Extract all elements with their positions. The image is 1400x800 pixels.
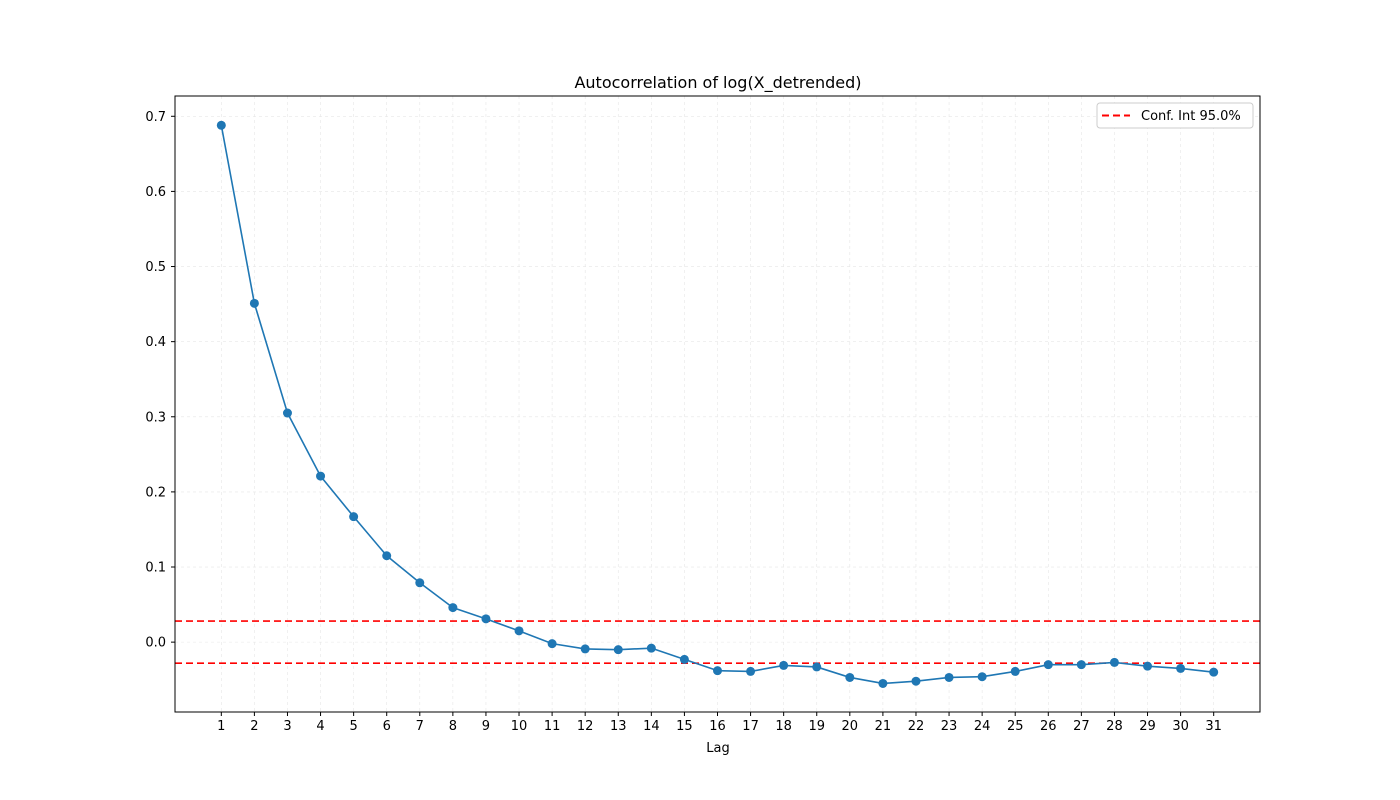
acf-point-lag-7 — [415, 578, 425, 588]
x-tick-label-24: 24 — [974, 719, 991, 734]
x-tick-label-25: 25 — [1007, 719, 1024, 734]
x-tick-label-1: 1 — [217, 719, 225, 734]
x-tick-label-16: 16 — [709, 719, 726, 734]
legend: Conf. Int 95.0% — [1096, 102, 1254, 129]
x-tick-label-4: 4 — [316, 719, 324, 734]
acf-point-lag-16 — [713, 666, 722, 676]
x-tick-label-19: 19 — [808, 719, 825, 734]
legend-box — [1096, 102, 1254, 129]
acf-point-lag-8 — [448, 603, 458, 613]
acf-point-lag-20 — [845, 672, 855, 682]
acf-point-lag-17 — [746, 666, 756, 676]
y-tick-label-6: 0.6 — [145, 185, 166, 200]
x-tick-label-10: 10 — [511, 719, 528, 734]
x-tick-label-9: 9 — [482, 719, 490, 734]
y-tick-label-0: 0.0 — [145, 636, 166, 651]
y-tick-label-3: 0.3 — [145, 410, 166, 425]
acf-point-lag-6 — [382, 551, 392, 561]
acf-point-lag-3 — [282, 408, 292, 418]
x-tick-label-13: 13 — [610, 719, 627, 734]
acf-series — [216, 120, 1219, 688]
chart-title: Autocorrelation of log(X_detrended) — [574, 73, 861, 93]
acf-point-lag-4 — [316, 471, 326, 481]
legend-label-conf-int: Conf. Int 95.0% — [1141, 109, 1241, 124]
x-axis-label: Lag — [706, 741, 729, 756]
acf-point-lag-5 — [349, 512, 359, 522]
acf-point-lag-30 — [1176, 663, 1186, 673]
x-tick-label-20: 20 — [842, 719, 859, 734]
x-tick-label-15: 15 — [676, 719, 693, 734]
x-tick-label-3: 3 — [283, 719, 291, 734]
acf-point-lag-23 — [944, 672, 954, 682]
acf-point-lag-18 — [779, 660, 789, 670]
x-tick-label-22: 22 — [908, 719, 925, 734]
acf-point-lag-13 — [613, 645, 623, 655]
x-axis-ticks: 1 2 3 4 5 6 7 8 9 10 11 12 13 14 15 16 17 18 19 20 21 22 23 24 2… — [217, 712, 1222, 734]
y-tick-label-5: 0.5 — [145, 260, 166, 275]
y-tick-label-7: 0.7 — [145, 110, 166, 125]
x-tick-label-5: 5 — [349, 719, 357, 734]
x-tick-label-7: 7 — [416, 719, 424, 734]
acf-point-lag-25 — [1010, 666, 1020, 676]
y-axis-ticks: 0.0 0.1 0.2 0.3 0.4 0.5 0.6 0.7 — [145, 110, 175, 651]
x-tick-label-30: 30 — [1172, 719, 1189, 734]
acf-point-lag-31 — [1209, 667, 1219, 677]
acf-point-lag-29 — [1143, 661, 1153, 671]
acf-point-lag-11 — [547, 639, 557, 649]
acf-point-lag-28 — [1109, 657, 1119, 667]
x-tick-label-21: 21 — [875, 719, 892, 734]
x-tick-label-12: 12 — [577, 719, 594, 734]
acf-point-lag-21 — [878, 678, 888, 688]
x-tick-label-26: 26 — [1040, 719, 1057, 734]
acf-point-lag-26 — [1043, 660, 1053, 670]
x-tick-label-29: 29 — [1139, 719, 1156, 734]
acf-point-lag-14 — [646, 643, 656, 653]
x-tick-label-11: 11 — [544, 719, 561, 734]
acf-point-lag-22 — [911, 676, 921, 686]
acf-point-lag-15 — [679, 654, 689, 664]
acf-point-lag-12 — [580, 644, 590, 654]
x-tick-label-31: 31 — [1205, 719, 1222, 734]
x-tick-label-17: 17 — [742, 719, 759, 734]
acf-point-lag-24 — [977, 672, 987, 682]
y-tick-label-2: 0.2 — [145, 485, 166, 500]
y-tick-label-1: 0.1 — [145, 561, 166, 576]
x-tick-label-14: 14 — [643, 719, 660, 734]
acf-point-lag-9 — [481, 614, 491, 624]
acf-point-lag-2 — [249, 298, 259, 308]
x-tick-label-28: 28 — [1106, 719, 1123, 734]
acf-point-lag-19 — [812, 662, 822, 672]
acf-point-lag-10 — [514, 626, 524, 636]
x-tick-label-23: 23 — [941, 719, 958, 734]
x-tick-label-27: 27 — [1073, 719, 1090, 734]
acf-point-lag-27 — [1076, 660, 1086, 670]
y-tick-label-4: 0.4 — [145, 335, 166, 350]
x-tick-label-8: 8 — [449, 719, 457, 734]
x-tick-label-18: 18 — [775, 719, 792, 734]
acf-point-lag-1 — [216, 120, 226, 130]
grid-lines — [175, 96, 1260, 712]
x-tick-label-2: 2 — [250, 719, 258, 734]
x-tick-label-6: 6 — [383, 719, 391, 734]
